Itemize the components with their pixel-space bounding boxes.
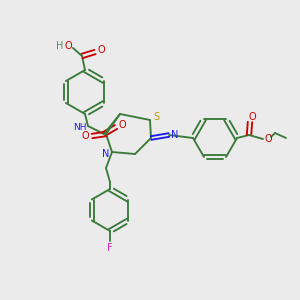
Text: O: O xyxy=(64,41,72,51)
Text: N: N xyxy=(102,149,110,159)
Text: O: O xyxy=(264,134,272,144)
Text: NH: NH xyxy=(73,124,87,133)
Text: S: S xyxy=(153,112,159,122)
Text: O: O xyxy=(118,120,126,130)
Text: O: O xyxy=(248,112,256,122)
Text: F: F xyxy=(107,243,113,253)
Text: O: O xyxy=(97,45,105,55)
Text: H: H xyxy=(56,41,64,51)
Text: O: O xyxy=(81,131,89,141)
Text: N: N xyxy=(171,130,179,140)
